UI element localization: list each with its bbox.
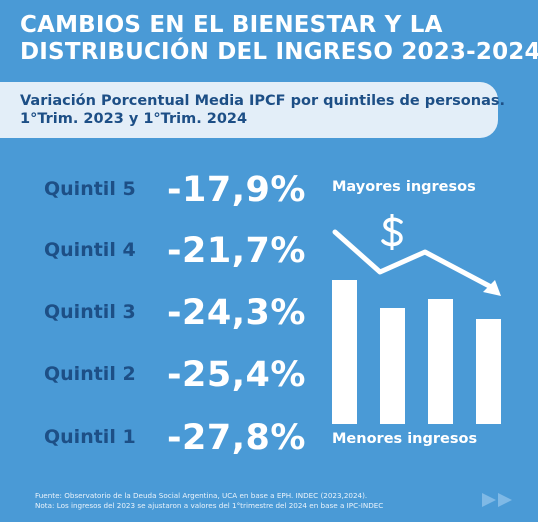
quintile-value: -24,3%: [167, 293, 306, 333]
illustration-bar: [332, 280, 357, 424]
illustration-bars: [332, 280, 501, 424]
quintile-value: -21,7%: [167, 231, 306, 271]
page-title: CAMBIOS EN EL BIENESTAR Y LA DISTRIBUCIÓ…: [20, 12, 538, 66]
quintile-value: -17,9%: [167, 170, 306, 210]
downtrend-arrow-icon: [332, 229, 501, 296]
income-decline-illustration: [332, 214, 501, 424]
subtitle-line-2: 1°Trim. 2023 y 1°Trim. 2024: [20, 111, 248, 127]
illustration-bar: [380, 308, 405, 424]
dollar-sign-icon: [381, 214, 403, 250]
subtitle-line-1: Variación Porcentual Media IPCF por quin…: [20, 93, 506, 109]
illustration-bar: [428, 299, 453, 424]
chart-subtitle: Variación Porcentual Media IPCF por quin…: [20, 92, 506, 128]
note-line: Nota: Los ingresos del 2023 se ajustaron…: [35, 501, 384, 510]
quintile-label: Quintil 5: [44, 178, 136, 200]
title-line-1: CAMBIOS EN EL BIENESTAR Y LA: [20, 12, 443, 38]
quintile-label: Quintil 1: [44, 426, 136, 448]
quintile-value: -27,8%: [167, 418, 306, 458]
quintile-label: Quintil 2: [44, 363, 136, 385]
source-line: Fuente: Observatorio de la Deuda Social …: [35, 491, 368, 500]
legend-higher-income: Mayores ingresos: [332, 179, 476, 195]
quintile-label: Quintil 3: [44, 301, 136, 323]
title-line-2: DISTRIBUCIÓN DEL INGRESO 2023-2024: [20, 39, 538, 65]
illustration-bar: [476, 319, 501, 424]
subtitle-banner: Variación Porcentual Media IPCF por quin…: [0, 82, 506, 138]
legend-lower-income: Menores ingresos: [332, 431, 478, 447]
quintile-value: -25,4%: [167, 355, 306, 395]
source-note: Fuente: Observatorio de la Deuda Social …: [35, 491, 465, 511]
quintile-label: Quintil 4: [44, 239, 136, 261]
fast-forward-icon[interactable]: [480, 491, 516, 509]
